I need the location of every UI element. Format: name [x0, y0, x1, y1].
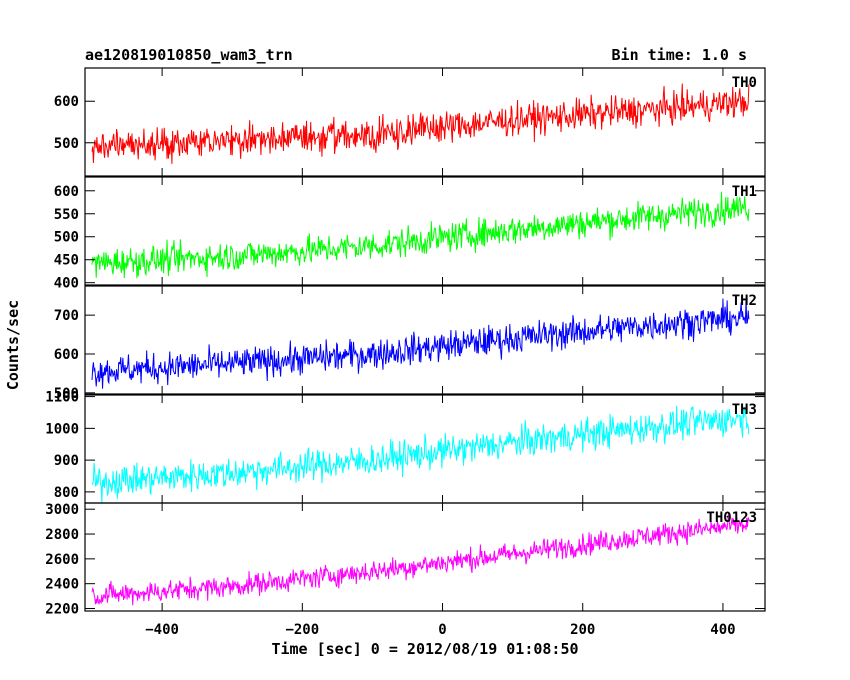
- y-tick-label: 500: [54, 136, 79, 152]
- series-line-th3: [91, 405, 750, 503]
- panel-th3: 800 900 1000 1100 TH3: [45, 390, 766, 504]
- y-tick-label: 700: [54, 308, 79, 324]
- panel-label-th3: TH3: [732, 402, 757, 418]
- series-line-th1: [91, 191, 750, 279]
- y-tick-label: 600: [54, 184, 79, 200]
- y-tick-label: 600: [54, 347, 79, 363]
- panel-label-th2: TH2: [732, 293, 757, 309]
- x-axis-label: Time [sec] 0 = 2012/08/19 01:08:50: [271, 640, 578, 658]
- panel-label-th0123: TH0123: [706, 510, 757, 526]
- series-line-th2: [91, 298, 750, 389]
- panel-th2: 500 600 700 TH2: [54, 285, 766, 402]
- panel-frame: [84, 502, 766, 612]
- y-tick-label: 500: [54, 386, 79, 402]
- y-axis-label: Counts/sec: [4, 300, 22, 390]
- y-tick-label: 550: [54, 207, 79, 223]
- panel-frame: [84, 176, 766, 286]
- panel-th1: 400 450 500 550 600 TH1: [54, 176, 766, 292]
- panels-group: 500 600 TH0 400 450 500 550 600 TH1 500 600 700 TH2 8…: [45, 67, 766, 618]
- bin-time-label: Bin time: 1.0 s: [612, 46, 747, 64]
- x-tick-label: −400: [145, 622, 179, 638]
- y-tick-label: 400: [54, 276, 79, 292]
- y-tick-label: 3000: [45, 502, 79, 518]
- y-tick-label: 2200: [45, 602, 79, 618]
- panel-frame: [84, 285, 766, 395]
- x-tick-label: 400: [710, 622, 735, 638]
- y-tick-label: 1000: [45, 421, 79, 437]
- x-axis: −400 −200 0 200 400: [145, 622, 735, 638]
- y-tick-label: 500: [54, 230, 79, 246]
- y-tick-label: 800: [54, 485, 79, 501]
- chart-title: ae120819010850_wam3_trn: [85, 46, 293, 64]
- y-tick-label: 2600: [45, 552, 79, 568]
- y-tick-label: 2400: [45, 577, 79, 593]
- panel-frame: [84, 67, 766, 177]
- series-line-th0123: [91, 512, 750, 606]
- panel-th0: 500 600 TH0: [54, 67, 766, 177]
- panel-th0123: 2200 2400 2600 2800 3000 TH0123: [45, 502, 766, 618]
- x-tick-label: 0: [438, 622, 446, 638]
- panel-label-th1: TH1: [732, 184, 757, 200]
- y-tick-label: 900: [54, 453, 79, 469]
- x-tick-label: −200: [285, 622, 319, 638]
- y-tick-label: 600: [54, 94, 79, 110]
- y-tick-label: 2800: [45, 527, 79, 543]
- panel-label-th0: TH0: [732, 75, 757, 91]
- y-tick-label: 1100: [45, 390, 79, 406]
- series-line-th0: [91, 83, 750, 164]
- y-tick-label: 450: [54, 253, 79, 269]
- x-tick-label: 200: [570, 622, 595, 638]
